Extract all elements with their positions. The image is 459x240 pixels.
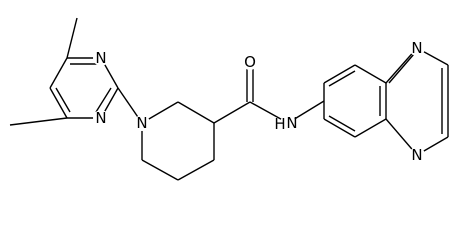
atom-label: H (274, 115, 285, 133)
atom-label: N (411, 39, 422, 57)
atom-labels: N N N O N H N N (93, 39, 425, 164)
atom-label: N (411, 146, 422, 164)
atom-label: O (244, 53, 256, 71)
atom-label: N (136, 114, 147, 132)
molecule-diagram: N N N O N H N N (9, 17, 449, 181)
bonds (9, 17, 449, 181)
atom-label: N (95, 49, 106, 67)
atom-label: N (95, 109, 106, 127)
atom-label: N (286, 114, 297, 132)
